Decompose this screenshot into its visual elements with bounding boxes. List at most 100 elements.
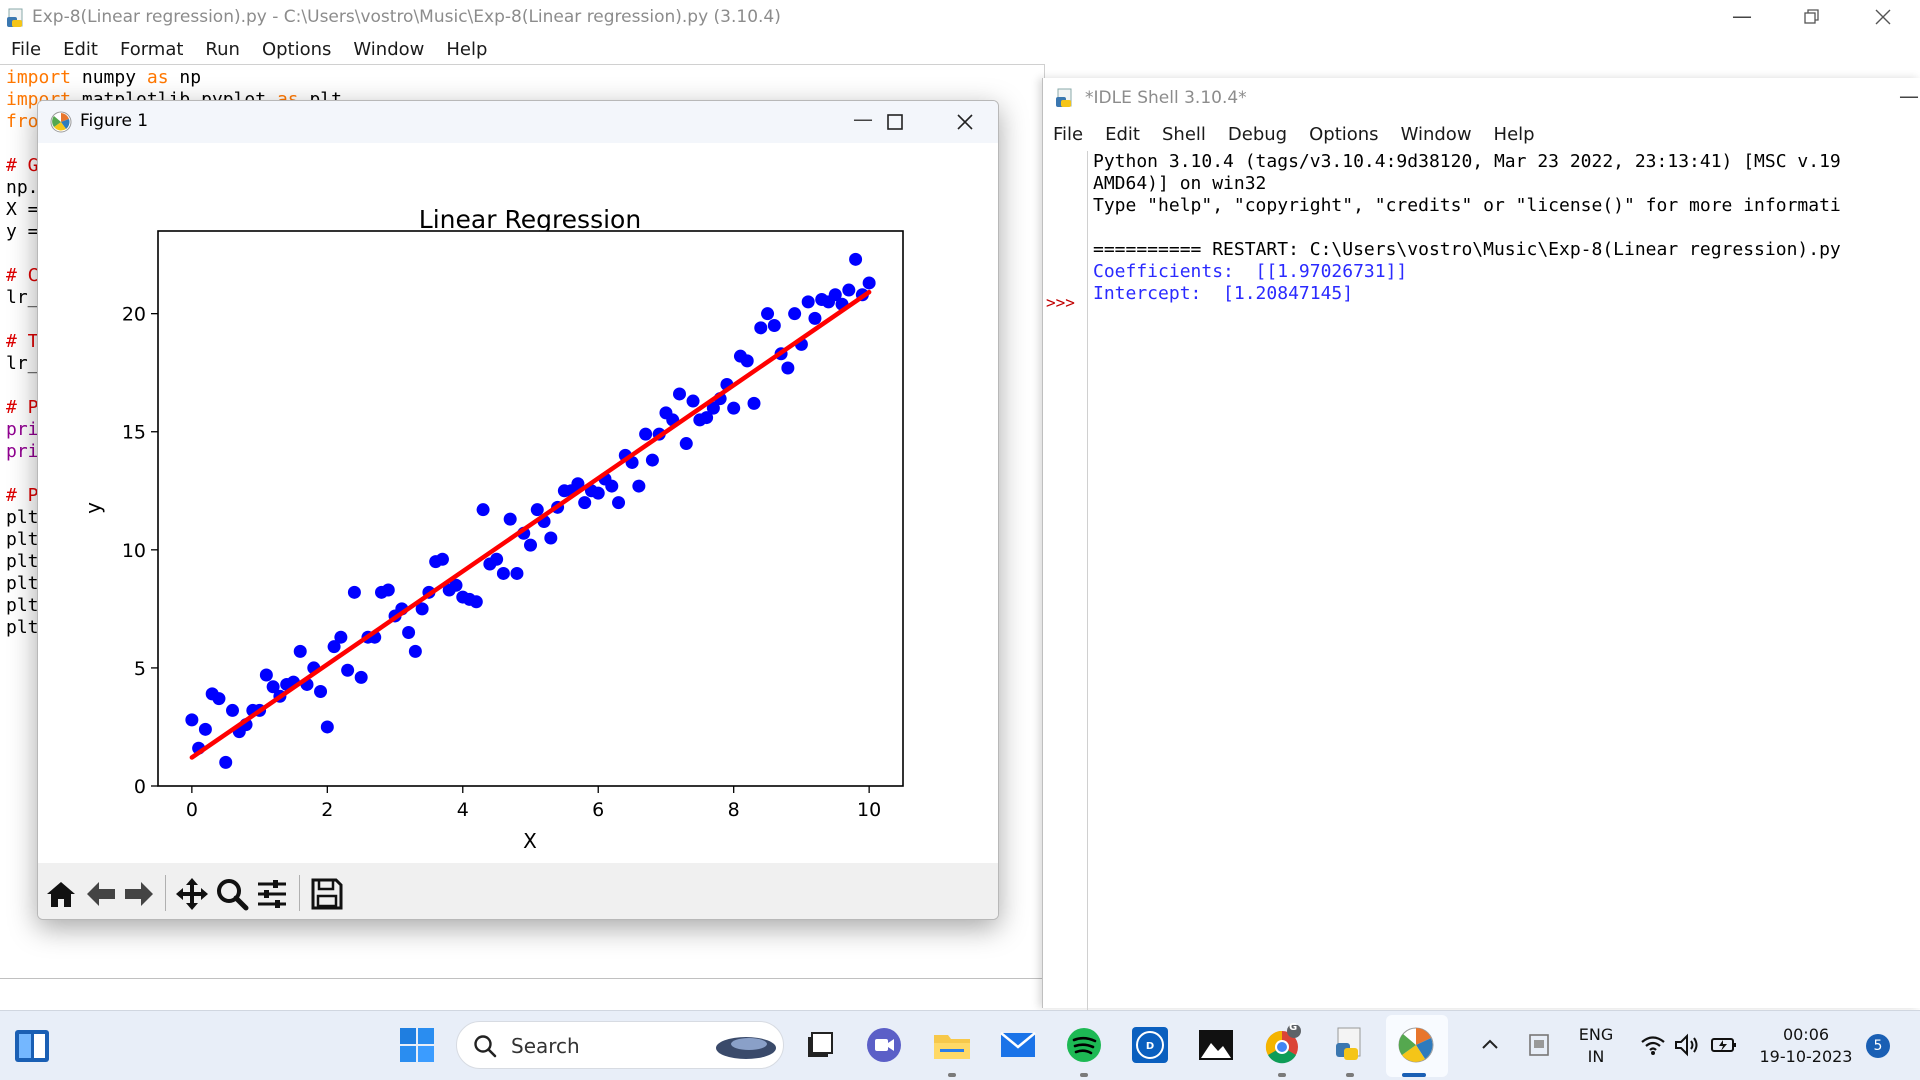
teams-chat-icon[interactable] xyxy=(864,1025,904,1065)
region-indicator: IN xyxy=(1587,1047,1605,1066)
shell-sidebar: >>> xyxy=(1043,151,1088,1011)
code-line: # G xyxy=(6,155,39,176)
x-axis-label: X xyxy=(523,829,537,853)
scatter-point xyxy=(510,566,524,580)
code-line: import numpy as np xyxy=(6,67,202,88)
scatter-point xyxy=(727,401,741,415)
menu-edit[interactable]: Edit xyxy=(63,39,98,60)
scatter-point xyxy=(347,585,361,599)
spotify-icon[interactable] xyxy=(1064,1025,1104,1065)
zoom-icon[interactable] xyxy=(215,877,249,911)
configure-icon[interactable] xyxy=(255,877,289,911)
figure-close-button[interactable] xyxy=(956,113,974,131)
restore-button[interactable] xyxy=(1803,8,1821,26)
shell-prompt: >>> xyxy=(1046,293,1075,312)
x-tick-label: 8 xyxy=(728,799,740,821)
axis-ticks: 0 2 4 6 8 10 0 5 10 15 20 xyxy=(122,304,881,821)
taskbar-search-box[interactable]: Search xyxy=(456,1021,784,1069)
scatter-point xyxy=(632,479,646,493)
battery-icon[interactable] xyxy=(1710,1035,1738,1055)
figure-titlebar[interactable]: Figure 1 — xyxy=(38,101,998,143)
code-line: lr_ xyxy=(6,353,39,374)
chart-title: Linear Regression xyxy=(419,205,641,234)
mail-icon[interactable] xyxy=(998,1025,1038,1065)
active-indicator xyxy=(1402,1073,1426,1077)
menu-options[interactable]: Options xyxy=(261,39,332,60)
scatter-point xyxy=(828,288,842,302)
scatter-point xyxy=(591,486,605,500)
notification-badge[interactable]: 5 xyxy=(1866,1034,1890,1058)
x-tick-label: 0 xyxy=(186,799,198,821)
figure-maximize-button[interactable] xyxy=(886,113,904,131)
pan-icon[interactable] xyxy=(175,877,209,911)
shell-menu-window[interactable]: Window xyxy=(1400,124,1472,145)
dell-icon[interactable]: D xyxy=(1130,1025,1170,1065)
code-line: lr_ xyxy=(6,287,39,308)
chrome-icon[interactable] xyxy=(1262,1025,1302,1065)
code-line: # P xyxy=(6,397,39,418)
shell-coefficients-output: Coefficients: [[1.97026731]] xyxy=(1093,261,1408,282)
menu-file[interactable]: File xyxy=(11,39,42,60)
shell-menu-debug[interactable]: Debug xyxy=(1227,124,1288,145)
code-line: y = xyxy=(6,221,39,242)
save-icon[interactable] xyxy=(310,877,344,911)
matplotlib-figure-icon[interactable] xyxy=(1396,1025,1436,1065)
task-view-icon[interactable] xyxy=(800,1025,840,1065)
code-line: fro xyxy=(6,111,39,132)
file-explorer-icon[interactable] xyxy=(932,1025,972,1065)
wifi-icon[interactable] xyxy=(1640,1033,1666,1057)
toolbar-separator xyxy=(165,875,166,911)
home-icon[interactable] xyxy=(44,877,78,911)
back-arrow-icon[interactable] xyxy=(84,877,118,911)
python-idle-icon[interactable] xyxy=(1330,1025,1370,1065)
scatter-point xyxy=(605,479,619,493)
shell-menu-help[interactable]: Help xyxy=(1493,124,1535,145)
volume-icon[interactable] xyxy=(1674,1033,1700,1057)
scatter-point xyxy=(842,283,856,297)
regression-plot[interactable]: Linear Regression 0 2 4 6 8 10 0 5 10 15 20 X y xyxy=(38,143,998,863)
scatter-point xyxy=(686,394,700,408)
shell-minimize-button[interactable]: — xyxy=(1899,84,1919,108)
language-indicator[interactable]: ENG xyxy=(1578,1025,1614,1044)
widgets-icon[interactable] xyxy=(14,1029,50,1063)
menu-run[interactable]: Run xyxy=(205,39,240,60)
search-highlight-icon xyxy=(716,1037,776,1059)
clock-time[interactable]: 00:06 xyxy=(1782,1025,1830,1044)
x-tick-label: 4 xyxy=(457,799,469,821)
code-line: plt xyxy=(6,595,39,616)
shell-menu-edit[interactable]: Edit xyxy=(1105,124,1140,145)
scatter-point xyxy=(612,496,626,510)
running-indicator xyxy=(948,1073,956,1077)
code-line: X = xyxy=(6,199,39,220)
matplotlib-figure-window: Figure 1 — Linear Regression 0 2 4 6 8 10 0 5 10… xyxy=(37,100,999,920)
shell-intercept-output: Intercept: [1.20847145] xyxy=(1093,283,1354,304)
figure-minimize-button[interactable]: — xyxy=(853,107,873,131)
menu-help[interactable]: Help xyxy=(446,39,488,60)
scatter-point xyxy=(293,644,307,658)
editor-titlebar[interactable]: Exp-8(Linear regression).py - C:\Users\v… xyxy=(0,0,1920,36)
shell-menu-options[interactable]: Options xyxy=(1309,124,1379,145)
code-line: plt xyxy=(6,507,39,528)
scatter-point xyxy=(476,503,490,517)
menu-format[interactable]: Format xyxy=(119,39,184,60)
chevron-up-icon[interactable] xyxy=(1480,1035,1500,1055)
windows-start-icon[interactable] xyxy=(399,1027,435,1063)
y-tick-label: 15 xyxy=(122,422,146,444)
close-button[interactable] xyxy=(1874,8,1892,26)
menu-window[interactable]: Window xyxy=(353,39,425,60)
idle-shell-window: *IDLE Shell 3.10.4* — File Edit Shell Debug… xyxy=(1042,78,1920,1011)
shell-menu-shell[interactable]: Shell xyxy=(1161,124,1206,145)
y-axis-label: y xyxy=(81,502,105,514)
scatter-point xyxy=(808,311,822,325)
scatter-point xyxy=(801,295,815,309)
tray-app-icon[interactable] xyxy=(1528,1033,1550,1057)
scatter-point xyxy=(354,670,368,684)
minimize-button[interactable]: — xyxy=(1732,4,1752,28)
editor-menubar: File Edit Format Run Options Window Help xyxy=(0,36,1920,64)
code-line: plt xyxy=(6,573,39,594)
svg-text:D: D xyxy=(1146,1041,1154,1052)
forward-arrow-icon[interactable] xyxy=(122,877,156,911)
editor-title: Exp-8(Linear regression).py - C:\Users\v… xyxy=(32,7,781,27)
photos-icon[interactable] xyxy=(1196,1025,1236,1065)
shell-menu-file[interactable]: File xyxy=(1053,124,1084,145)
